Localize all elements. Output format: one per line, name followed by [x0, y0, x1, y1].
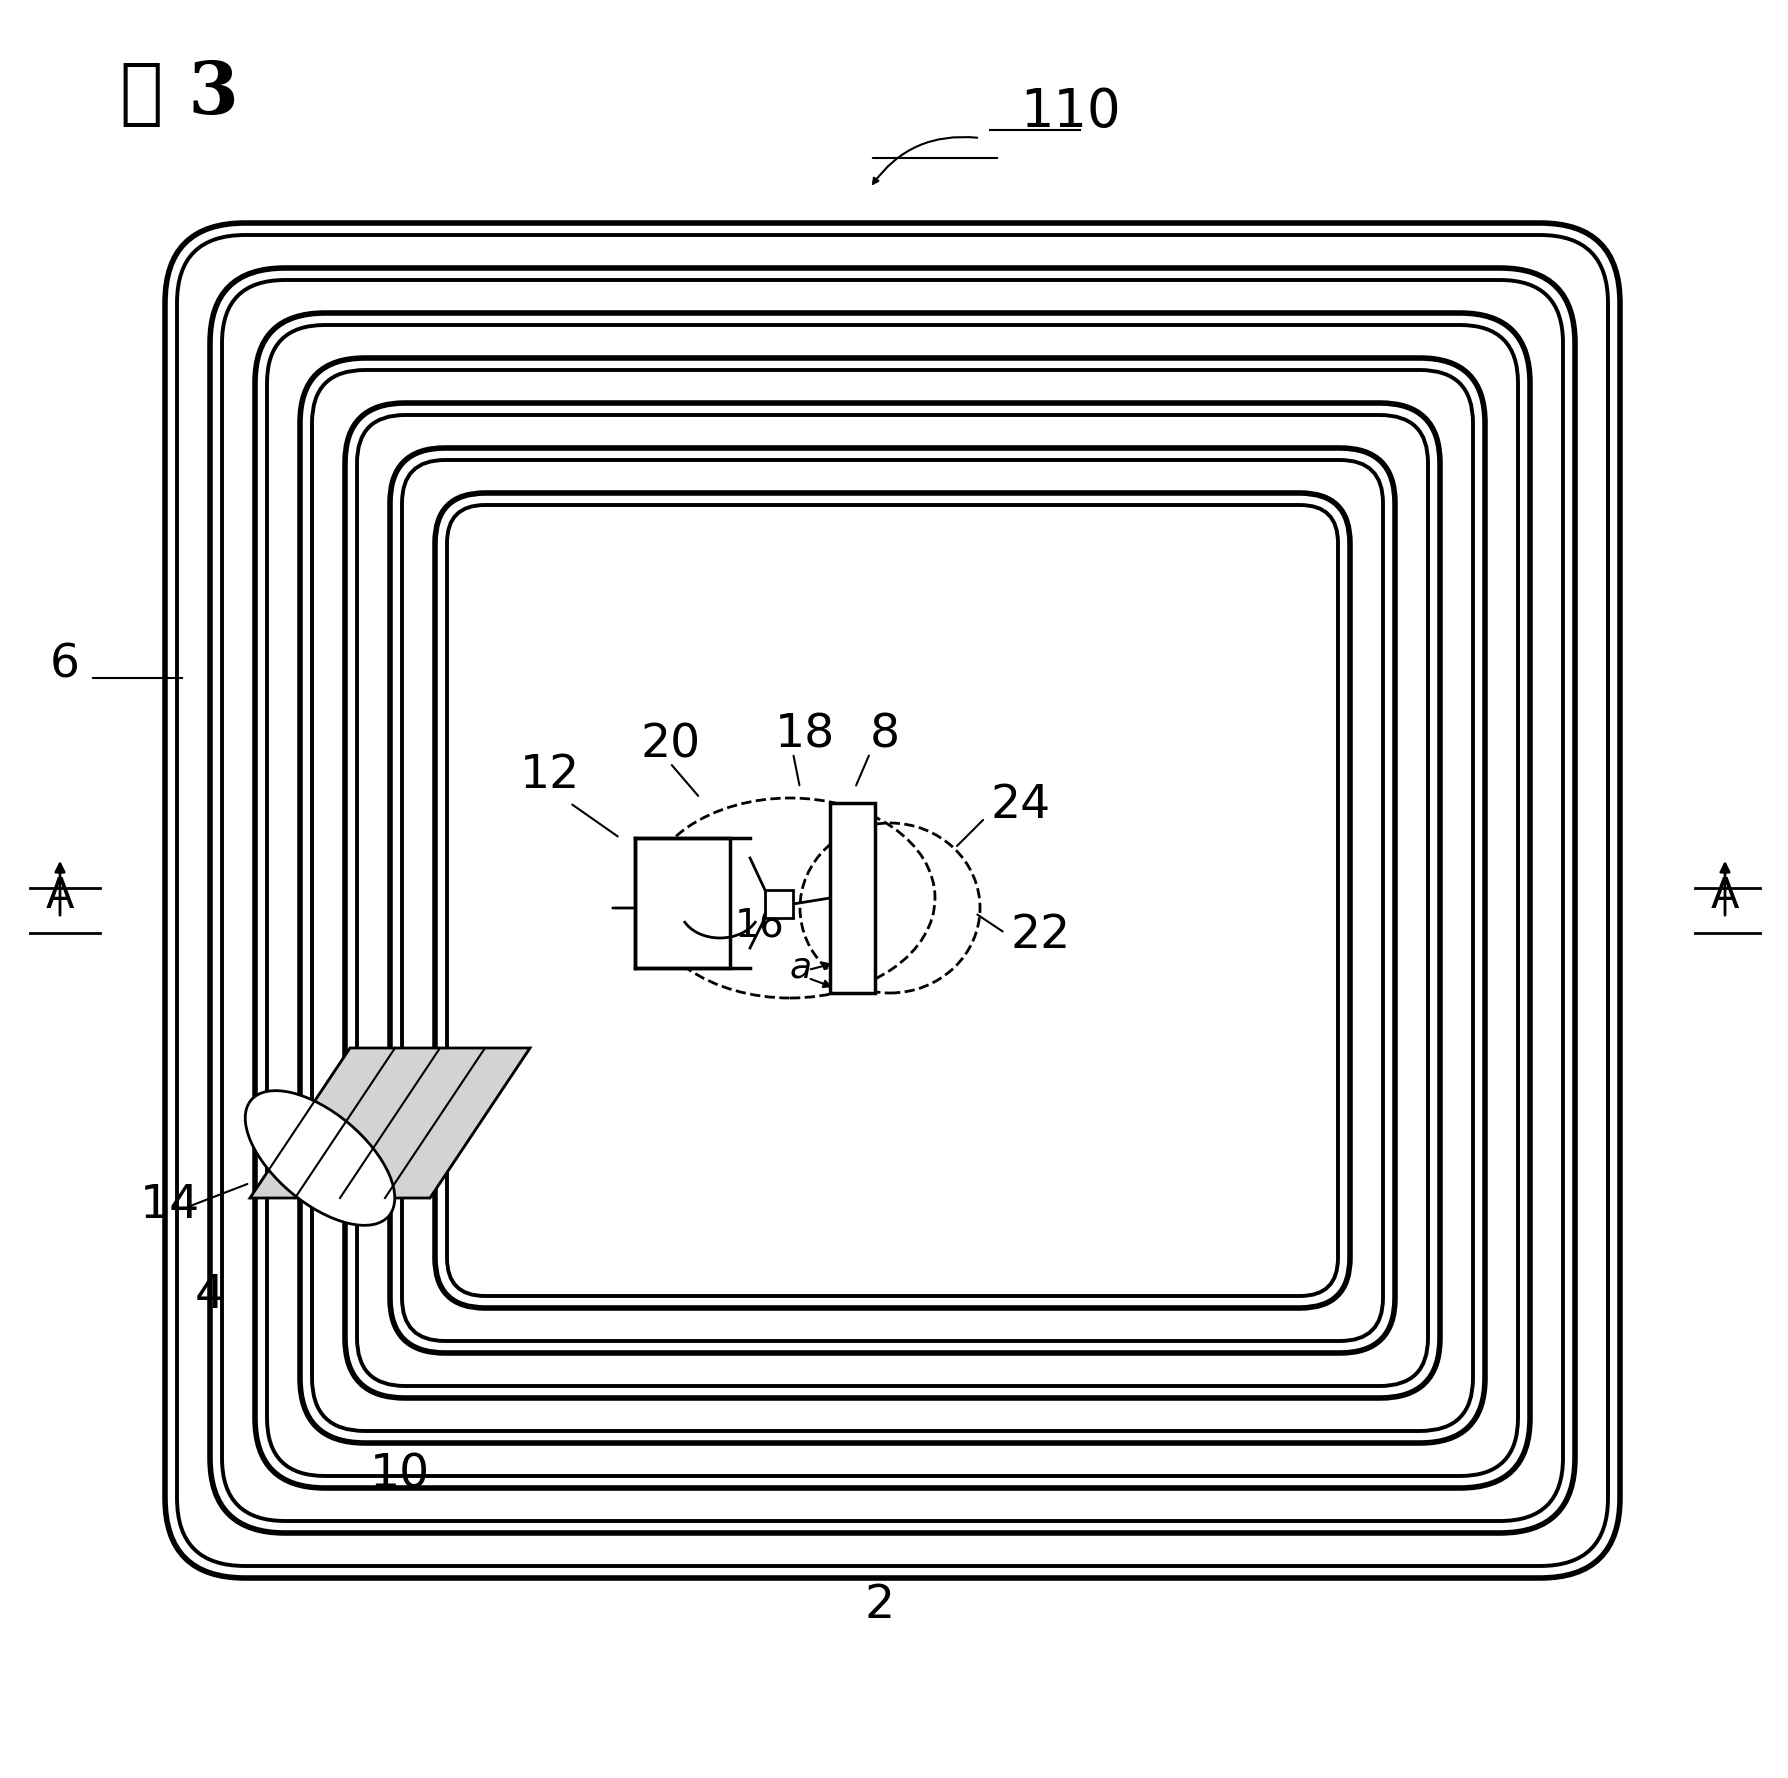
- Text: 4: 4: [195, 1273, 225, 1317]
- Text: 22: 22: [1010, 912, 1071, 958]
- Text: 8: 8: [871, 713, 899, 757]
- Text: 2: 2: [865, 1582, 896, 1629]
- Text: 18: 18: [774, 713, 835, 757]
- Text: A: A: [46, 875, 75, 917]
- Text: 图 3: 图 3: [120, 59, 240, 130]
- Text: 10: 10: [370, 1453, 431, 1499]
- Text: 20: 20: [640, 724, 701, 768]
- Polygon shape: [250, 1047, 529, 1198]
- Text: a: a: [790, 951, 812, 985]
- Text: b: b: [679, 907, 703, 941]
- Text: 24: 24: [991, 782, 1050, 829]
- Text: A: A: [1711, 875, 1740, 917]
- Text: 12: 12: [520, 754, 581, 798]
- Bar: [635, 837, 730, 967]
- Ellipse shape: [245, 1090, 395, 1225]
- Text: 110: 110: [1019, 85, 1121, 139]
- Text: 16: 16: [735, 909, 785, 946]
- Bar: [765, 891, 794, 917]
- Text: 6: 6: [50, 644, 80, 688]
- Text: 14: 14: [139, 1182, 200, 1229]
- Bar: [830, 804, 874, 992]
